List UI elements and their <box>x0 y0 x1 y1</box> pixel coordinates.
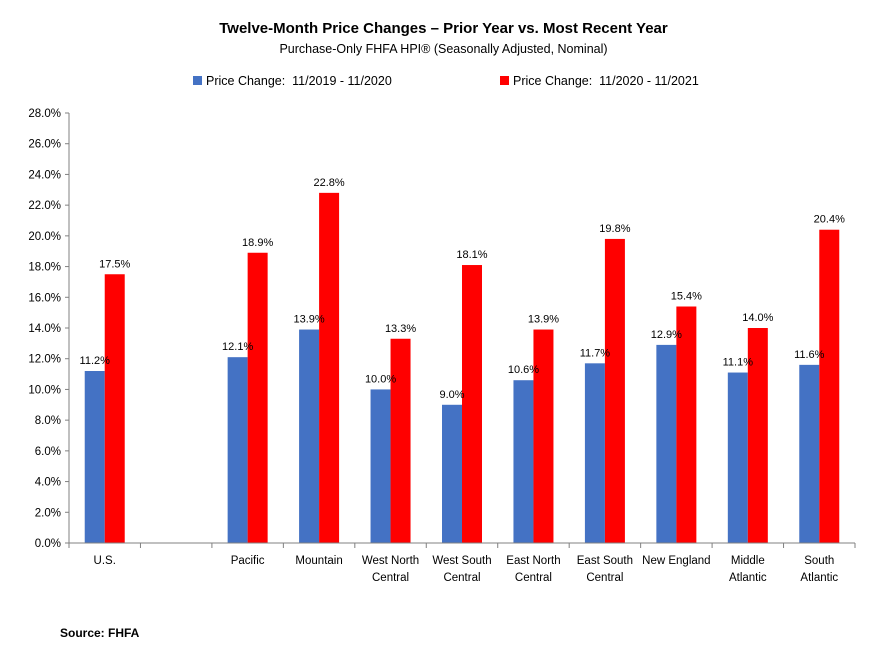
data-label-series-1: 10.0% <box>365 373 396 385</box>
data-label-series-1: 10.6% <box>508 364 539 376</box>
legend: Price Change: 11/2019 - 11/2020 Price Ch… <box>193 74 699 88</box>
bar-series-2 <box>819 229 840 543</box>
x-category-label: West South <box>432 555 491 567</box>
y-tick-label: 4.0% <box>35 477 61 489</box>
y-tick-label: 2.0% <box>35 507 61 519</box>
y-axis: 0.0% 2.0% 4.0% 6.0% 8.0% 10.0% 12.0% 14.0% 16.0%… <box>28 108 70 550</box>
data-label-series-1: 9.0% <box>439 389 464 401</box>
y-tick-label: 18.0% <box>28 262 61 274</box>
bar-series-2 <box>604 238 625 543</box>
data-label-series-1: 11.7% <box>580 347 611 359</box>
bar-series-1 <box>584 363 605 543</box>
data-label-series-2: 22.8% <box>313 177 344 189</box>
x-category-label: Central <box>443 572 480 584</box>
legend-swatch-series-2 <box>500 76 509 85</box>
y-tick-label: 14.0% <box>28 323 61 335</box>
y-tick-label: 16.0% <box>28 292 61 304</box>
x-category-label: Atlantic <box>729 572 767 584</box>
bar-series-2 <box>462 265 482 543</box>
bar-series-1 <box>227 357 248 543</box>
x-category-label: East North <box>506 555 560 567</box>
y-tick-label: 0.0% <box>35 538 61 550</box>
chart-title: Twelve-Month Price Changes – Prior Year … <box>219 20 668 37</box>
x-category-label: West North <box>362 555 419 567</box>
data-label-series-2: 13.3% <box>385 323 416 335</box>
bar-series-1 <box>299 329 320 543</box>
legend-label-series-2: Price Change: 11/2020 - 11/2021 <box>513 74 699 88</box>
bar-series-1 <box>656 344 677 543</box>
data-label-series-2: 14.0% <box>742 312 773 324</box>
data-label-series-1: 13.9% <box>293 314 324 326</box>
bar-series-1 <box>442 404 462 543</box>
x-category-label: Mountain <box>295 555 342 567</box>
data-label-series-1: 11.6% <box>794 349 825 361</box>
x-category-label: Central <box>586 572 623 584</box>
x-category-label: Atlantic <box>800 572 838 584</box>
x-category-label: Pacific <box>231 555 265 567</box>
y-tick-label: 26.0% <box>28 139 61 151</box>
bars <box>84 192 840 543</box>
data-labels: 11.2% 17.5% 12.1% 18.9% 13.9% 22.8% 10.0% 13.3%… <box>80 177 846 401</box>
bar-series-2 <box>390 338 411 543</box>
bar-series-1 <box>84 371 105 543</box>
y-tick-label: 6.0% <box>35 446 61 458</box>
legend-swatch-series-1 <box>193 76 202 85</box>
y-tick-label: 12.0% <box>28 354 61 366</box>
bar-series-1 <box>370 389 391 543</box>
data-label-series-2: 13.9% <box>528 314 559 326</box>
y-tick-label: 10.0% <box>28 384 61 396</box>
data-label-series-2: 17.5% <box>99 258 130 270</box>
bar-series-2 <box>319 192 340 543</box>
data-label-series-1: 11.2% <box>80 355 111 367</box>
bar-series-2 <box>676 306 697 543</box>
source-note: Source: FHFA <box>60 626 140 640</box>
bar-series-2 <box>747 328 768 543</box>
bar-series-1 <box>727 372 748 543</box>
bar-series-2 <box>247 252 268 543</box>
y-tick-label: 20.0% <box>28 231 61 243</box>
y-tick-label: 22.0% <box>28 200 61 212</box>
x-axis: U.S. Pacific Mountain West North Central West… <box>68 542 856 584</box>
chart-subtitle: Purchase-Only FHFA HPI® (Seasonally Adju… <box>279 42 607 56</box>
bar-series-1 <box>513 380 534 543</box>
data-label-series-1: 12.1% <box>222 341 253 353</box>
x-category-label: U.S. <box>94 555 116 567</box>
x-category-label: East South <box>577 555 633 567</box>
y-tick-label: 28.0% <box>28 108 61 120</box>
data-label-series-1: 11.1% <box>723 357 754 369</box>
x-category-label: South <box>804 555 834 567</box>
y-tick-label: 24.0% <box>28 169 61 181</box>
legend-label-series-1: Price Change: 11/2019 - 11/2020 <box>206 74 392 88</box>
data-label-series-2: 18.9% <box>242 237 273 249</box>
x-category-label: Middle <box>731 555 765 567</box>
data-label-series-2: 20.4% <box>814 214 845 226</box>
x-category-label: Central <box>372 572 409 584</box>
y-tick-label: 8.0% <box>35 415 61 427</box>
data-label-series-2: 15.4% <box>671 291 702 303</box>
bar-series-1 <box>799 364 820 543</box>
bar-series-2 <box>104 274 125 543</box>
bar-series-2 <box>533 329 554 543</box>
x-category-label: Central <box>515 572 552 584</box>
x-category-label: New England <box>642 555 710 567</box>
data-label-series-1: 12.9% <box>651 329 682 341</box>
data-label-series-2: 19.8% <box>599 223 630 235</box>
data-label-series-2: 18.1% <box>456 249 487 261</box>
